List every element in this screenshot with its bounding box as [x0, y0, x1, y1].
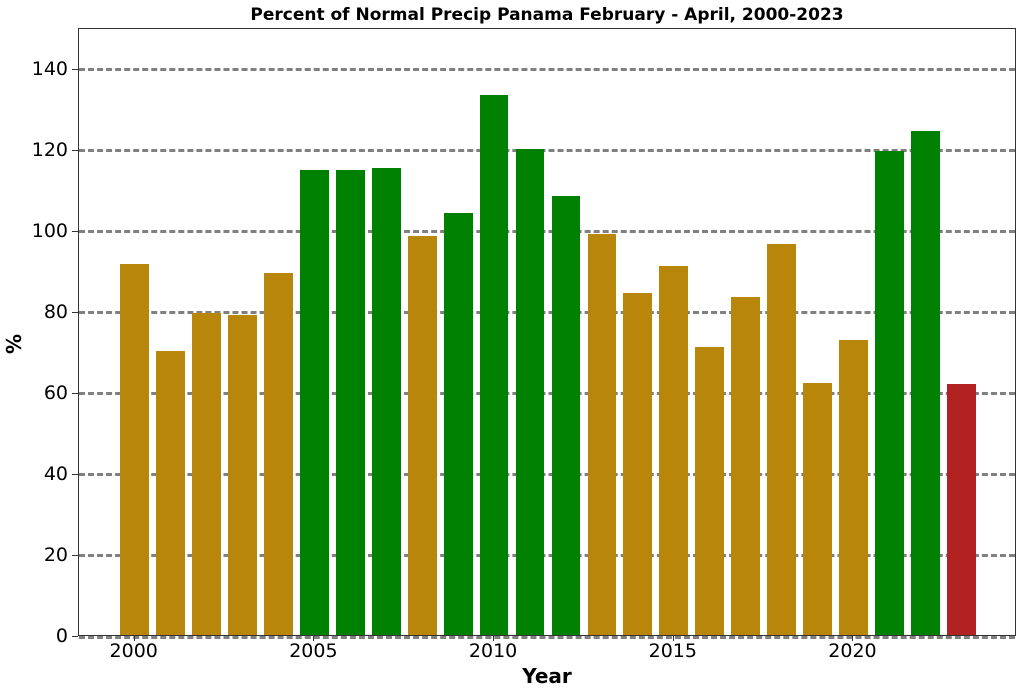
y-tick-label: 60 — [43, 381, 68, 404]
x-axis-label: Year — [522, 664, 572, 688]
y-tick-label: 140 — [31, 57, 68, 80]
bar-2004 — [264, 272, 293, 635]
y-tick-mark — [72, 636, 78, 637]
gridline — [79, 473, 1015, 477]
gridline — [79, 635, 1015, 639]
y-tick-mark — [72, 473, 78, 475]
gridline — [79, 392, 1015, 396]
bar-2016 — [695, 346, 725, 635]
gridline — [79, 149, 1015, 153]
y-tick-mark — [72, 392, 78, 394]
bar-2021 — [875, 151, 904, 635]
x-tick-label: 2020 — [828, 640, 877, 662]
bar-2002 — [192, 312, 221, 635]
bar-2017 — [731, 296, 761, 635]
gridline — [79, 68, 1015, 72]
bar-2019 — [803, 382, 832, 635]
bar-2023 — [946, 383, 976, 635]
bar-2003 — [228, 314, 257, 635]
y-axis-label: % — [2, 333, 27, 355]
x-tick-label: 2000 — [109, 640, 158, 662]
y-tick-mark — [72, 554, 78, 556]
chart-title: Percent of Normal Precip Panama February… — [250, 5, 844, 25]
bar-2007 — [371, 167, 401, 635]
x-tick-mark — [493, 636, 495, 641]
y-tick-label: 40 — [43, 462, 68, 485]
bar-2012 — [551, 195, 581, 635]
bar-2000 — [120, 263, 150, 635]
bar-2015 — [659, 265, 689, 635]
bar-2009 — [443, 212, 473, 635]
x-tick-mark — [852, 636, 854, 641]
bar-2022 — [910, 130, 940, 635]
x-tick-mark — [313, 636, 315, 641]
y-tick-label: 80 — [43, 300, 68, 323]
y-tick-mark — [72, 149, 78, 151]
bar-2011 — [515, 148, 545, 635]
x-tick-mark — [672, 636, 674, 641]
bar-2001 — [156, 350, 186, 635]
x-tick-label: 2005 — [289, 640, 338, 662]
y-tick-mark — [72, 311, 78, 313]
gridline — [79, 554, 1015, 558]
bar-2010 — [479, 94, 509, 635]
gridline — [79, 311, 1015, 315]
y-tick-label: 0 — [55, 625, 68, 647]
y-tick-label: 100 — [31, 219, 68, 242]
bar-2008 — [407, 235, 437, 635]
plot-area — [78, 28, 1016, 639]
bar-2014 — [623, 292, 653, 635]
y-tick-mark — [72, 230, 78, 232]
x-tick-mark — [133, 636, 135, 641]
y-tick-mark — [72, 68, 78, 70]
bar-2013 — [587, 233, 617, 635]
bar-2018 — [767, 243, 796, 635]
y-tick-label: 120 — [31, 138, 68, 161]
x-tick-label: 2015 — [648, 640, 697, 662]
bar-2006 — [335, 169, 365, 635]
x-tick-label: 2010 — [468, 640, 518, 662]
bar-2005 — [300, 169, 329, 635]
gridline — [79, 230, 1015, 234]
bar-2020 — [839, 339, 868, 635]
y-tick-label: 20 — [43, 543, 68, 566]
